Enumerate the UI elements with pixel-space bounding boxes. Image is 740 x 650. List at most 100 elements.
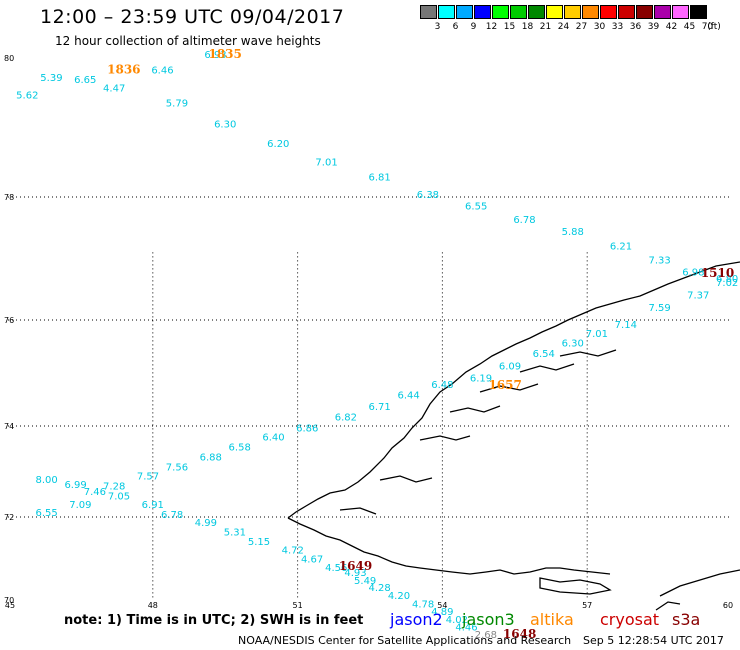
legend-label-12: 12: [485, 22, 498, 32]
wave-height-value: 4.78: [412, 599, 434, 610]
island-south: [539, 577, 612, 595]
satellite-jason2: jason2: [390, 610, 443, 629]
legend-label-24: 24: [557, 22, 570, 32]
satellite-jason3: jason3: [462, 610, 515, 629]
wave-height-value: 6.71: [369, 402, 391, 413]
legend-swatch-30: [582, 5, 599, 19]
legend-label-27: 27: [575, 22, 588, 32]
wave-height-value: 5.49: [354, 576, 376, 587]
legend-label-42: 42: [665, 22, 678, 32]
pass-time-label: 1648: [503, 627, 536, 641]
wave-height-value: 6.30: [214, 120, 236, 131]
legend-swatch-12: [474, 5, 491, 19]
legend-swatch-39: [636, 5, 653, 19]
wave-height-value: 7.33: [648, 255, 670, 266]
landmass: [287, 261, 740, 611]
fjord-1: [419, 435, 471, 441]
wave-height-value: 8.00: [35, 475, 57, 486]
wave-height-value: 5.15: [248, 537, 270, 548]
legend-label-15: 15: [503, 22, 516, 32]
chart-title: 12:00 – 23:59 UTC 09/04/2017: [40, 6, 345, 28]
wave-height-value: 7.05: [108, 492, 130, 503]
footnote: note: 1) Time is in UTC; 2) SWH is in fe…: [64, 613, 364, 628]
fjord-6: [379, 475, 433, 483]
graticule: [8, 196, 732, 600]
wave-height-value: 7.46: [84, 487, 106, 498]
legend-swatch-18: [510, 5, 527, 19]
wave-height-value: 6.65: [74, 75, 96, 86]
wave-height-value: 4.93: [344, 568, 366, 579]
wave-height-value: 4.02: [446, 615, 468, 626]
novaya-zemlya-coast: [287, 261, 740, 519]
wave-height-value: 7.14: [615, 320, 637, 331]
legend-label-3: 3: [434, 22, 441, 32]
legend-label-30: 30: [593, 22, 606, 32]
wave-height-value: 6.55: [465, 201, 487, 212]
legend-label-39: 39: [647, 22, 660, 32]
wave-height-value: 7.37: [687, 290, 709, 301]
wave-height-value: 5.88: [562, 227, 584, 238]
footer-credit: NOAA/NESDIS Center for Satellite Applica…: [238, 634, 572, 647]
wave-height-value: 7.57: [137, 472, 159, 483]
fjord-4: [519, 363, 575, 373]
wave-height-value: 4.20: [388, 591, 410, 602]
fjord-3: [479, 383, 539, 393]
lat-tick-label: 74: [4, 422, 14, 431]
wave-height-value: 6.40: [262, 433, 284, 444]
lon-tick-label: 51: [293, 601, 303, 610]
satellite-altika: altika: [530, 610, 574, 629]
legend-swatch-15: [492, 5, 509, 19]
wave-height-value: 6.21: [610, 241, 632, 252]
wave-height-value: 6.48: [431, 380, 453, 391]
wave-height-value: 6.09: [499, 361, 521, 372]
wave-height-value: 7.01: [315, 158, 337, 169]
lon-tick-label: 60: [723, 601, 733, 610]
fjord-7: [339, 507, 377, 515]
wave-height-value: 6.46: [151, 65, 173, 76]
wave-height-value: 5.31: [224, 528, 246, 539]
legend-swatch-36: [618, 5, 635, 19]
pass-time-label: 1649: [339, 559, 372, 573]
wave-height-value: 7.01: [586, 329, 608, 340]
legend-swatch-24: [546, 5, 563, 19]
lon-tick-label: 48: [148, 601, 158, 610]
lon-tick-label: 54: [437, 601, 447, 610]
wave-height-value: 6.86: [296, 423, 318, 434]
wave-height-value: 6.19: [470, 373, 492, 384]
satellite-cryosat: cryosat: [600, 610, 660, 629]
pass-time-label: 1836: [107, 62, 140, 76]
wave-height-value: 4.28: [369, 583, 391, 594]
wave-height-value: 6.44: [397, 390, 419, 401]
wave-height-value: 6.58: [229, 443, 251, 454]
legend-label-6: 6: [452, 22, 459, 32]
pass-time-label: 1510: [701, 266, 734, 280]
legend-label-36: 36: [629, 22, 642, 32]
lat-tick-label: 76: [4, 316, 14, 325]
lat-tick-label: 72: [4, 513, 14, 522]
wave-height-value: 6.82: [335, 413, 357, 424]
legend-unit: (ft): [707, 22, 721, 32]
legend-swatch-42: [654, 5, 671, 19]
legend-label-45: 45: [683, 22, 696, 32]
wave-height-value: 4.99: [195, 518, 217, 529]
mainland-east: [659, 569, 740, 597]
wave-height-value: 6.99: [64, 480, 86, 491]
footer-timestamp: Sep 5 12:28:54 UTC 2017: [583, 634, 724, 647]
fjord-2: [449, 405, 501, 413]
wave-height-value: 5.62: [16, 90, 38, 101]
legend-swatch-45: [672, 5, 689, 19]
legend-label-21: 21: [539, 22, 552, 32]
wave-height-value: 4.46: [455, 623, 477, 634]
legend-swatch-27: [564, 5, 581, 19]
satellite-s3a: s3a: [672, 610, 701, 629]
wave-height-value: 2.68: [475, 630, 497, 641]
legend-swatch-70: [690, 5, 707, 19]
wave-height-value: 4.67: [301, 555, 323, 566]
pass-time-label: 1657: [488, 378, 521, 392]
legend-swatch-33: [600, 5, 617, 19]
legend-swatch-9: [456, 5, 473, 19]
fjord-5: [559, 349, 617, 357]
wave-height-value: 7.02: [716, 278, 738, 289]
wave-height-value: 5.39: [40, 73, 62, 84]
